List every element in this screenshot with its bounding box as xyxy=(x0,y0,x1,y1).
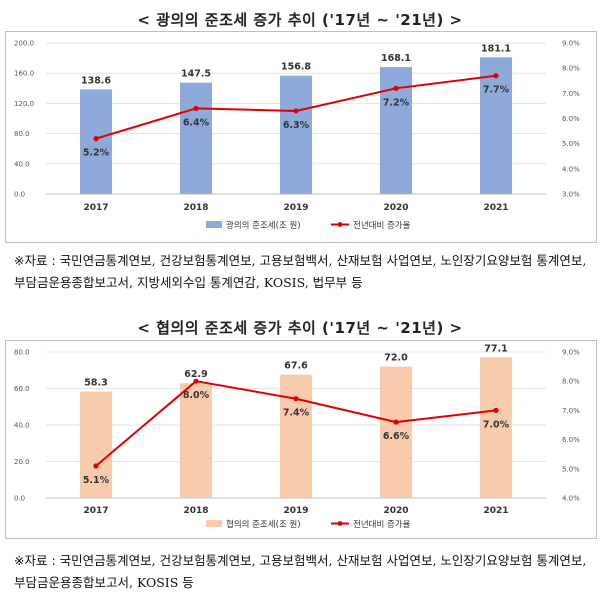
y2-tick-label: 9.0% xyxy=(562,40,580,48)
growth-rate-label: 6.3% xyxy=(283,120,310,131)
x-tick-label: 2017 xyxy=(83,506,108,516)
y2-tick-label: 8.0% xyxy=(562,378,580,386)
bar-value-label: 67.6 xyxy=(284,361,308,372)
legend-line-marker xyxy=(337,222,343,227)
growth-rate-point xyxy=(393,419,399,425)
legend-bar-label: 협의의 준조세(조 원) xyxy=(226,519,301,530)
growth-rate-point xyxy=(293,108,299,114)
y2-tick-label: 6.0% xyxy=(562,115,580,123)
growth-rate-point xyxy=(193,378,199,384)
bar-value-label: 58.3 xyxy=(84,378,107,389)
chart-1-title: < 광의의 준조세 증가 추이 ('17년 ~ '21년) > xyxy=(137,11,463,29)
y-tick-label: 60.0 xyxy=(14,385,30,393)
y2-tick-label: 5.0% xyxy=(562,140,580,148)
chart-1-source-lead: ※자료 : xyxy=(14,253,56,268)
bar xyxy=(480,357,512,498)
chart-2-svg: 0.0 20.0 40.0 60.0 80.0 4.0% 5.0% 6.0% 7.0% 8.0% 9… xyxy=(14,343,580,530)
y-tick-label: 160.0 xyxy=(14,70,34,78)
y-tick-label: 200.0 xyxy=(14,40,34,48)
bar-value-label: 62.9 xyxy=(184,369,207,380)
bar-value-label: 77.1 xyxy=(484,343,507,354)
bar-value-label: 181.1 xyxy=(481,43,511,54)
bar-value-label: 156.8 xyxy=(281,62,311,73)
x-tick-label: 2021 xyxy=(483,506,508,516)
bar-value-label: 147.5 xyxy=(181,69,211,80)
chart-2-source-lead: ※자료 : xyxy=(14,553,56,568)
x-tick-label: 2020 xyxy=(383,506,408,516)
growth-rate-label: 6.4% xyxy=(183,117,210,128)
growth-rate-label: 5.1% xyxy=(83,475,110,486)
growth-rate-label: 7.7% xyxy=(483,85,510,96)
growth-rate-label: 5.2% xyxy=(83,148,110,159)
x-tick-label: 2018 xyxy=(183,506,208,516)
bar xyxy=(80,391,112,498)
bar xyxy=(280,75,312,194)
y2-tick-label: 7.0% xyxy=(562,90,580,98)
growth-rate-label: 6.6% xyxy=(383,431,410,442)
chart-1-source-text: 국민연금통계연보, 건강보험통계연보, 고용보험백서, 산재보험 사업연보, 노… xyxy=(14,253,587,290)
legend-bar-swatch xyxy=(206,221,222,228)
legend-line-label: 전년대비 증가율 xyxy=(353,220,411,231)
growth-rate-label: 8.0% xyxy=(183,390,210,401)
chart-2-source-text: 국민연금통계연보, 건강보험통계연보, 고용보험백서, 산재보험 사업연보, 노… xyxy=(14,553,587,590)
chart-2-title: < 협의의 준조세 증가 추이 ('17년 ~ '21년) > xyxy=(137,319,463,337)
y2-tick-label: 4.0% xyxy=(562,165,580,173)
growth-rate-label: 7.4% xyxy=(283,408,310,419)
y-tick-label: 80.0 xyxy=(14,130,30,138)
growth-rate-label: 7.2% xyxy=(383,97,410,108)
growth-rate-point xyxy=(393,85,399,91)
growth-rate-point xyxy=(493,407,499,413)
x-tick-label: 2020 xyxy=(383,203,408,213)
chart-2-source: ※자료 : 국민연금통계연보, 건강보험통계연보, 고용보험백서, 산재보험 사… xyxy=(14,550,592,594)
chart-2-container: 0.0 20.0 40.0 60.0 80.0 4.0% 5.0% 6.0% 7.0% 8.0% 9… xyxy=(5,340,597,539)
y2-tick-label: 3.0% xyxy=(562,191,580,199)
growth-rate-point xyxy=(193,105,199,112)
bar-value-label: 138.6 xyxy=(81,75,111,86)
y-tick-label: 80.0 xyxy=(14,349,30,357)
chart-1-source: ※자료 : 국민연금통계연보, 건강보험통계연보, 고용보험백서, 산재보험 사… xyxy=(14,250,592,294)
chart-1-svg: 0.0 40.0 80.0 120.0 160.0 200.0 3.0% 4.0% 5.0% 6.… xyxy=(14,40,580,232)
x-tick-label: 2019 xyxy=(283,506,308,516)
y2-tick-label: 4.0% xyxy=(562,495,580,503)
y-tick-label: 20.0 xyxy=(14,458,30,466)
y2-tick-label: 9.0% xyxy=(562,349,580,357)
bar xyxy=(180,383,212,498)
y2-tick-label: 7.0% xyxy=(562,407,580,415)
growth-rate-label: 7.0% xyxy=(483,419,510,430)
legend-bar-swatch xyxy=(206,520,222,527)
growth-rate-point xyxy=(493,73,499,79)
legend-line-marker xyxy=(337,521,343,526)
bar xyxy=(280,374,312,498)
x-tick-label: 2018 xyxy=(183,203,208,213)
legend-bar-label: 광의의 준조세(조 원) xyxy=(226,220,301,231)
y-tick-label: 0.0 xyxy=(14,191,25,199)
x-tick-label: 2019 xyxy=(283,203,308,213)
x-tick-label: 2021 xyxy=(483,203,508,213)
bar xyxy=(180,82,212,194)
bar-value-label: 72.0 xyxy=(384,353,408,364)
bar-value-label: 168.1 xyxy=(381,53,411,64)
bar xyxy=(380,366,412,498)
y2-tick-label: 5.0% xyxy=(562,465,580,473)
chart-1-container: 0.0 40.0 80.0 120.0 160.0 200.0 3.0% 4.0% 5.0% 6.… xyxy=(5,31,597,243)
growth-rate-point xyxy=(93,463,99,469)
x-tick-label: 2017 xyxy=(83,203,108,213)
growth-rate-point xyxy=(293,396,299,402)
y-tick-label: 0.0 xyxy=(14,495,25,503)
growth-rate-point xyxy=(93,136,99,142)
y-tick-label: 120.0 xyxy=(14,100,34,108)
bar xyxy=(80,89,112,194)
y2-tick-label: 6.0% xyxy=(562,436,580,444)
y-tick-label: 40.0 xyxy=(14,422,30,430)
y2-tick-label: 8.0% xyxy=(562,65,580,73)
bar xyxy=(480,57,512,194)
legend-line-label: 전년대비 증가율 xyxy=(353,519,411,530)
y-tick-label: 40.0 xyxy=(14,160,30,168)
